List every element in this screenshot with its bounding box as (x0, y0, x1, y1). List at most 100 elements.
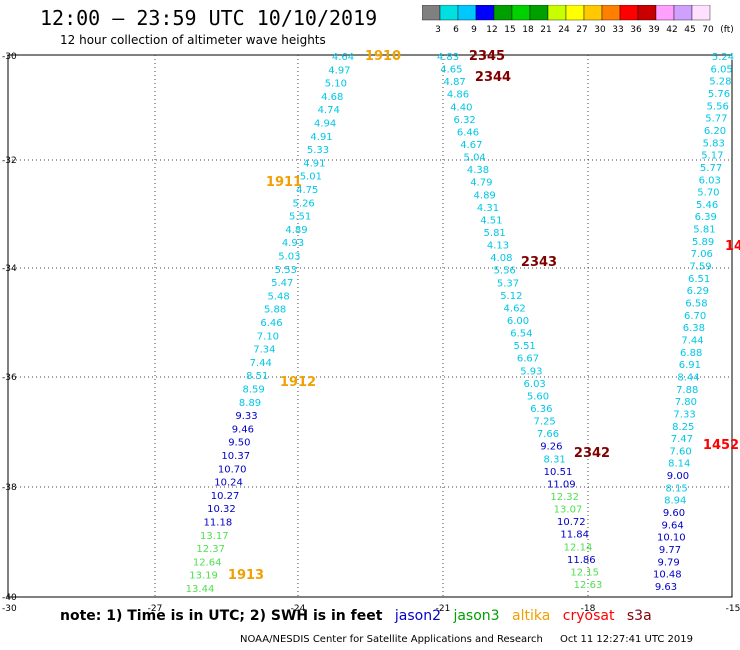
track2-value: 4.08 (490, 253, 512, 264)
colorbar-tick: 12 (486, 25, 497, 35)
track2-value: 4.31 (477, 203, 499, 214)
track3-value: 5.77 (705, 114, 727, 125)
track3-value: 6.88 (680, 348, 702, 359)
track1-value: 10.27 (211, 491, 240, 502)
legend-altika: altika (512, 608, 551, 624)
track2-value: 4.65 (440, 65, 462, 76)
track2-value: 10.72 (557, 517, 586, 528)
track1-value: 4.75 (296, 185, 318, 196)
track1-value: 4.64 (332, 52, 354, 63)
track3-value: 9.64 (661, 520, 683, 531)
track3-value: 7.59 (689, 262, 711, 273)
track2-value: 7.66 (537, 429, 559, 440)
track3-value: 9.60 (663, 508, 685, 519)
colorbar-tick: 3 (435, 25, 441, 35)
track3-value: 10.10 (657, 533, 686, 544)
track2-value: 4.89 (474, 190, 496, 201)
track1-value: 5.03 (278, 252, 300, 263)
pass-time-label: 1910 (365, 49, 401, 64)
track1-value: 13.44 (186, 584, 215, 595)
track3-value: 7.33 (673, 409, 695, 420)
colorbar-tick: 27 (576, 25, 587, 35)
track2-value: 5.60 (527, 391, 549, 402)
track3-value: 9.00 (667, 471, 689, 482)
track1-value: 7.10 (257, 331, 279, 342)
track1-value: 5.47 (271, 278, 293, 289)
x-tick-label: -21 (436, 604, 451, 614)
track2-value: 4.62 (504, 303, 526, 314)
track3-value: 7.44 (681, 335, 703, 346)
colorbar-swatch (691, 5, 711, 21)
y-tick-label: -34 (2, 264, 17, 274)
colorbar-tick: 42 (666, 25, 677, 35)
track2-value: 4.13 (487, 241, 509, 252)
track3-value: 6.29 (687, 286, 709, 297)
track1-value: 7.44 (250, 358, 272, 369)
track2-value: 6.03 (524, 379, 546, 390)
track1-value: 5.48 (268, 291, 290, 302)
track2-value: 12.63 (574, 580, 603, 591)
track1-value: 5.26 (293, 198, 315, 209)
track2-value: 11.09 (547, 479, 576, 490)
y-tick-label: -32 (2, 156, 17, 166)
track3-value: 8.25 (672, 422, 694, 433)
track3-value: 6.70 (684, 311, 706, 322)
legend-cryosat: cryosat (562, 608, 615, 624)
track3-value: 8.15 (665, 483, 687, 494)
track2-value: 8.31 (544, 454, 566, 465)
track3-value: 7.06 (691, 249, 713, 260)
colorbar-tick: 33 (612, 25, 623, 35)
y-tick-label: -30 (2, 52, 17, 62)
legend-jason2: jason2 (394, 608, 441, 624)
track3-value: 8.14 (668, 459, 690, 470)
y-tick-label: -40 (2, 593, 17, 603)
track3-value: 9.77 (659, 545, 681, 556)
track3-value: 7.47 (671, 434, 693, 445)
pass-time-label: 2343 (521, 255, 557, 270)
track2-value: 6.36 (530, 404, 552, 415)
legend-note: note: 1) Time is in UTC; 2) SWH is in fe… (60, 608, 383, 624)
track2-value: 12.32 (550, 492, 579, 503)
track1-value: 4.89 (285, 225, 307, 236)
corner-label: -30 (2, 604, 17, 614)
colorbar-tick: 24 (558, 25, 570, 35)
pass-time-label: 2342 (574, 446, 610, 461)
track1-value: 13.19 (189, 571, 218, 582)
track1-value: 4.91 (303, 158, 325, 169)
pass-time-label: 2345 (469, 49, 505, 64)
track2-value: 6.32 (454, 115, 476, 126)
colorbar-tick: 9 (471, 25, 477, 35)
track1-value: 12.37 (196, 544, 225, 555)
track3-value: 6.03 (699, 175, 721, 186)
track1-value: 8.51 (246, 371, 268, 382)
track3-value: 7.80 (675, 397, 697, 408)
track2-value: 6.67 (517, 354, 539, 365)
track1-value: 10.37 (221, 451, 250, 462)
map-frame (7, 54, 733, 598)
track1-value: 4.68 (321, 92, 343, 103)
track2-value: 6.46 (457, 127, 479, 138)
track3-value: 6.91 (679, 360, 701, 371)
track1-value: 11.18 (204, 518, 233, 529)
x-tick-label: -18 (581, 604, 596, 614)
pass-time-label: 1913 (228, 568, 264, 583)
map-title: 12:00 — 23:59 UTC 10/10/2019 (40, 6, 378, 30)
track1-value: 9.46 (232, 424, 254, 435)
track2-value: 4.86 (447, 90, 469, 101)
track3-value: 5.24 (712, 52, 734, 63)
pass-time-label: 1452 (703, 438, 739, 453)
track3-value: 7.60 (669, 446, 691, 457)
track2-value: 5.04 (464, 153, 486, 164)
track2-value: 4.40 (450, 102, 472, 113)
track1-value: 5.01 (300, 172, 322, 183)
track3-value: 6.51 (688, 274, 710, 285)
track2-value: 12.15 (570, 567, 599, 578)
track3-value: 5.28 (709, 77, 731, 88)
pass-time-label: 2344 (475, 70, 511, 85)
track1-value: 4.94 (314, 119, 336, 130)
x-tick-label: -24 (291, 604, 306, 614)
track3-value: 5.17 (701, 151, 723, 162)
track1-value: 6.46 (260, 318, 282, 329)
colorbar-tick: 18 (522, 25, 534, 35)
